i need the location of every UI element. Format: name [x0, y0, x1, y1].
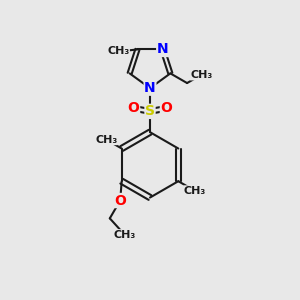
Text: CH₃: CH₃ — [184, 186, 206, 196]
Text: O: O — [114, 194, 126, 208]
Text: N: N — [144, 81, 156, 95]
Text: CH₃: CH₃ — [95, 135, 117, 145]
Text: CH₃: CH₃ — [107, 46, 129, 56]
Text: N: N — [157, 43, 168, 56]
Text: S: S — [145, 104, 155, 118]
Text: O: O — [128, 101, 140, 116]
Text: CH₃: CH₃ — [113, 230, 136, 240]
Text: CH₃: CH₃ — [190, 70, 212, 80]
Text: O: O — [160, 101, 172, 116]
